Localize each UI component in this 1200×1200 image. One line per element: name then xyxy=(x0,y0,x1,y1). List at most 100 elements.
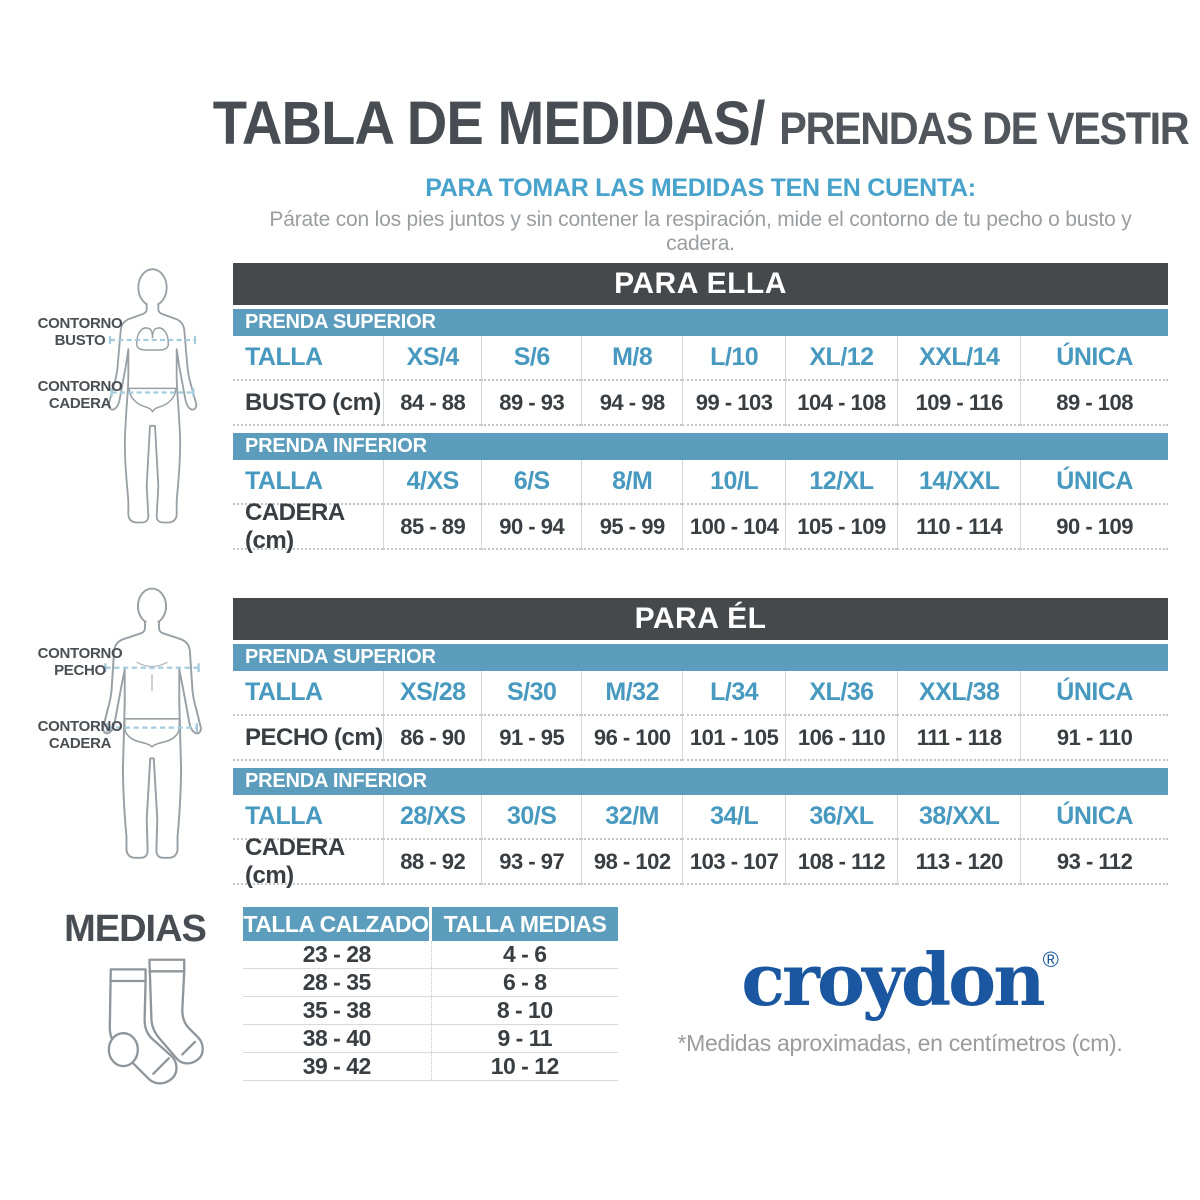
size-cell: M/32 xyxy=(580,671,683,716)
size-cell: 34/L xyxy=(682,795,785,840)
socks-icon xyxy=(107,958,204,1085)
value-cell: 109 - 116 xyxy=(897,381,1021,426)
measuring-instructions-heading: PARA TOMAR LAS MEDIDAS TEN EN CUENTA: xyxy=(425,174,976,202)
medias-row: 35 - 38 8 - 10 xyxy=(243,997,618,1025)
medias-row: 39 - 42 10 - 12 xyxy=(243,1053,618,1081)
value-cell: 104 - 108 xyxy=(784,381,898,426)
page-title-sub: PRENDAS DE VESTIR xyxy=(779,103,1189,154)
male-body-outline-icon xyxy=(102,587,202,859)
label-contorno-pecho: CONTORNO PECHO xyxy=(37,645,123,680)
band-prenda-inferior-el: PRENDA INFERIOR xyxy=(233,768,1168,795)
female-figure-illustration xyxy=(90,246,215,564)
value-cell: 101 - 105 xyxy=(682,716,785,761)
label-contorno-cadera-female: CONTORNO CADERA xyxy=(37,378,123,413)
band-prenda-superior-el: PRENDA SUPERIOR xyxy=(233,644,1168,671)
registered-mark: ® xyxy=(1042,947,1059,972)
grid-el-inferior: TALLA 28/XS 30/S 32/M 34/L 36/XL 38/XXL … xyxy=(233,795,1168,889)
size-cell: ÚNICA xyxy=(1020,671,1168,716)
value-cell: 91 - 110 xyxy=(1020,716,1168,761)
table-para-el: PARA ÉL PRENDA SUPERIOR TALLA XS/28 S/30… xyxy=(233,598,1168,889)
medias-range: 6 - 8 xyxy=(430,969,619,996)
row-label-busto: BUSTO (cm) xyxy=(233,381,383,426)
croydon-logo: croydon® xyxy=(741,937,1059,1022)
value-cell: 88 - 92 xyxy=(383,840,482,885)
size-cell: 6/S xyxy=(481,460,581,505)
value-cell: 110 - 114 xyxy=(897,505,1021,550)
value-cell: 111 - 118 xyxy=(897,716,1021,761)
value-cell: 105 - 109 xyxy=(784,505,898,550)
medias-range: 10 - 12 xyxy=(430,1053,619,1080)
row-label-talla: TALLA xyxy=(233,460,383,505)
size-cell: 28/XS xyxy=(383,795,482,840)
size-cell: S/30 xyxy=(481,671,581,716)
size-cell: XXL/38 xyxy=(897,671,1021,716)
row-label-cadera: CADERA (cm) xyxy=(233,499,383,554)
size-cell: 12/XL xyxy=(784,460,898,505)
band-prenda-inferior-ella: PRENDA INFERIOR xyxy=(233,433,1168,460)
value-cell: 98 - 102 xyxy=(580,840,683,885)
size-cell: XS/28 xyxy=(383,671,482,716)
medias-row: 28 - 35 6 - 8 xyxy=(243,969,618,997)
label-contorno-busto: CONTORNO BUSTO xyxy=(37,315,123,350)
pec-line xyxy=(136,661,168,668)
medias-header-calzado: TALLA CALZADO xyxy=(243,907,429,941)
calzado-range: 38 - 40 xyxy=(302,1025,372,1051)
table-title-para-ella: PARA ELLA xyxy=(233,263,1168,305)
size-cell: 14/XXL xyxy=(897,460,1021,505)
size-cell: M/8 xyxy=(580,336,683,381)
shorts-outline xyxy=(123,718,181,748)
calzado-range: 23 - 28 xyxy=(302,941,372,967)
value-cell: 103 - 107 xyxy=(682,840,785,885)
grid-el-superior: TALLA XS/28 S/30 M/32 L/34 XL/36 XXL/38 … xyxy=(233,671,1168,761)
value-cell: 86 - 90 xyxy=(383,716,482,761)
size-cell: 32/M xyxy=(580,795,683,840)
size-cell: L/34 xyxy=(682,671,785,716)
value-cell: 106 - 110 xyxy=(784,716,898,761)
value-cell: 93 - 112 xyxy=(1020,840,1168,885)
female-body-outline-icon xyxy=(107,268,198,524)
medias-row: 23 - 28 4 - 6 xyxy=(243,941,618,969)
value-cell: 90 - 109 xyxy=(1020,505,1168,550)
size-cell: XS/4 xyxy=(383,336,482,381)
row-label-talla: TALLA xyxy=(233,336,383,381)
measures-footnote: *Medidas aproximadas, en centímetros (cm… xyxy=(677,1030,1123,1056)
row-label-talla: TALLA xyxy=(233,795,383,840)
size-cell: XXL/14 xyxy=(897,336,1021,381)
value-cell: 89 - 108 xyxy=(1020,381,1168,426)
size-cell: ÚNICA xyxy=(1020,460,1168,505)
brand-block: croydon® *Medidas aproximadas, en centím… xyxy=(660,944,1140,1057)
value-cell: 99 - 103 xyxy=(682,381,785,426)
size-cell: S/6 xyxy=(481,336,581,381)
size-cell: 30/S xyxy=(481,795,581,840)
header: TABLA DE MEDIDAS/ PRENDAS DE VESTIR PARA… xyxy=(213,88,1190,256)
label-contorno-cadera-male: CONTORNO CADERA xyxy=(37,718,123,753)
calzado-range: 28 - 35 xyxy=(302,969,372,995)
calzado-range: 39 - 42 xyxy=(302,1053,372,1079)
value-cell: 108 - 112 xyxy=(784,840,898,885)
page-title: TABLA DE MEDIDAS/ PRENDAS DE VESTIR xyxy=(213,88,1190,158)
size-cell: ÚNICA xyxy=(1020,336,1168,381)
size-cell: 4/XS xyxy=(383,460,482,505)
medias-range: 8 - 10 xyxy=(430,997,619,1024)
male-figure-illustration xyxy=(86,576,218,888)
band-prenda-superior-ella: PRENDA SUPERIOR xyxy=(233,309,1168,336)
value-cell: 95 - 99 xyxy=(580,505,683,550)
size-cell: 36/XL xyxy=(784,795,898,840)
size-cell: 38/XXL xyxy=(897,795,1021,840)
measuring-instructions-text: Párate con los pies juntos y sin contene… xyxy=(269,208,1132,255)
medias-table-header: TALLA CALZADO TALLA MEDIAS xyxy=(243,907,618,941)
medias-header-medias: TALLA MEDIAS xyxy=(432,907,618,941)
value-cell: 91 - 95 xyxy=(481,716,581,761)
size-cell: XL/36 xyxy=(784,671,898,716)
row-label-cadera: CADERA (cm) xyxy=(233,834,383,889)
medias-row: 38 - 40 9 - 11 xyxy=(243,1025,618,1053)
size-cell: ÚNICA xyxy=(1020,795,1168,840)
value-cell: 90 - 94 xyxy=(481,505,581,550)
calzado-range: 35 - 38 xyxy=(302,997,372,1023)
size-cell: XL/12 xyxy=(784,336,898,381)
value-cell: 84 - 88 xyxy=(383,381,482,426)
grid-ella-superior: TALLA XS/4 S/6 M/8 L/10 XL/12 XXL/14 ÚNI… xyxy=(233,336,1168,426)
medias-section-title: MEDIAS xyxy=(64,908,207,950)
table-title-para-el: PARA ÉL xyxy=(233,598,1168,640)
